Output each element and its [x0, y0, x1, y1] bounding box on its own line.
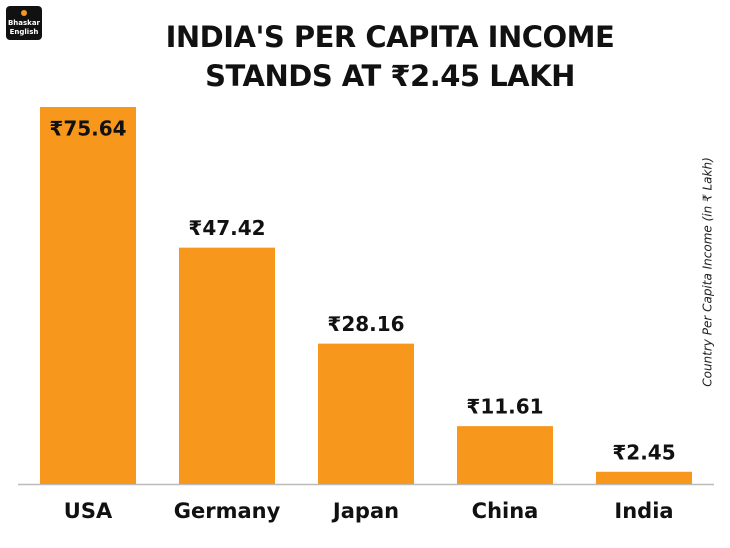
logo-text: Bhaskar [7, 19, 41, 27]
value-label: ₹2.45 [612, 440, 675, 464]
x-tick-label: Germany [174, 499, 281, 523]
x-tick-label: Japan [331, 499, 399, 523]
value-label: ₹47.42 [188, 216, 265, 240]
value-label: ₹11.61 [466, 395, 543, 419]
logo: Bhaskar English [6, 6, 42, 40]
y-axis-label: Country Per Capita Income (in ₹ Lakh) [701, 157, 715, 387]
bar [457, 426, 553, 484]
value-label: ₹28.16 [327, 312, 404, 336]
bar [318, 343, 414, 484]
value-label: ₹75.64 [49, 117, 126, 141]
x-tick-label: USA [64, 499, 113, 523]
x-tick-label: China [472, 499, 539, 523]
bar [179, 247, 275, 484]
chart-title: INDIA'S PER CAPITA INCOME STANDS AT ₹2.4… [165, 20, 615, 93]
bar [40, 107, 136, 484]
bar [596, 471, 692, 484]
logo-text: English [9, 28, 39, 36]
x-tick-label: India [614, 499, 673, 523]
